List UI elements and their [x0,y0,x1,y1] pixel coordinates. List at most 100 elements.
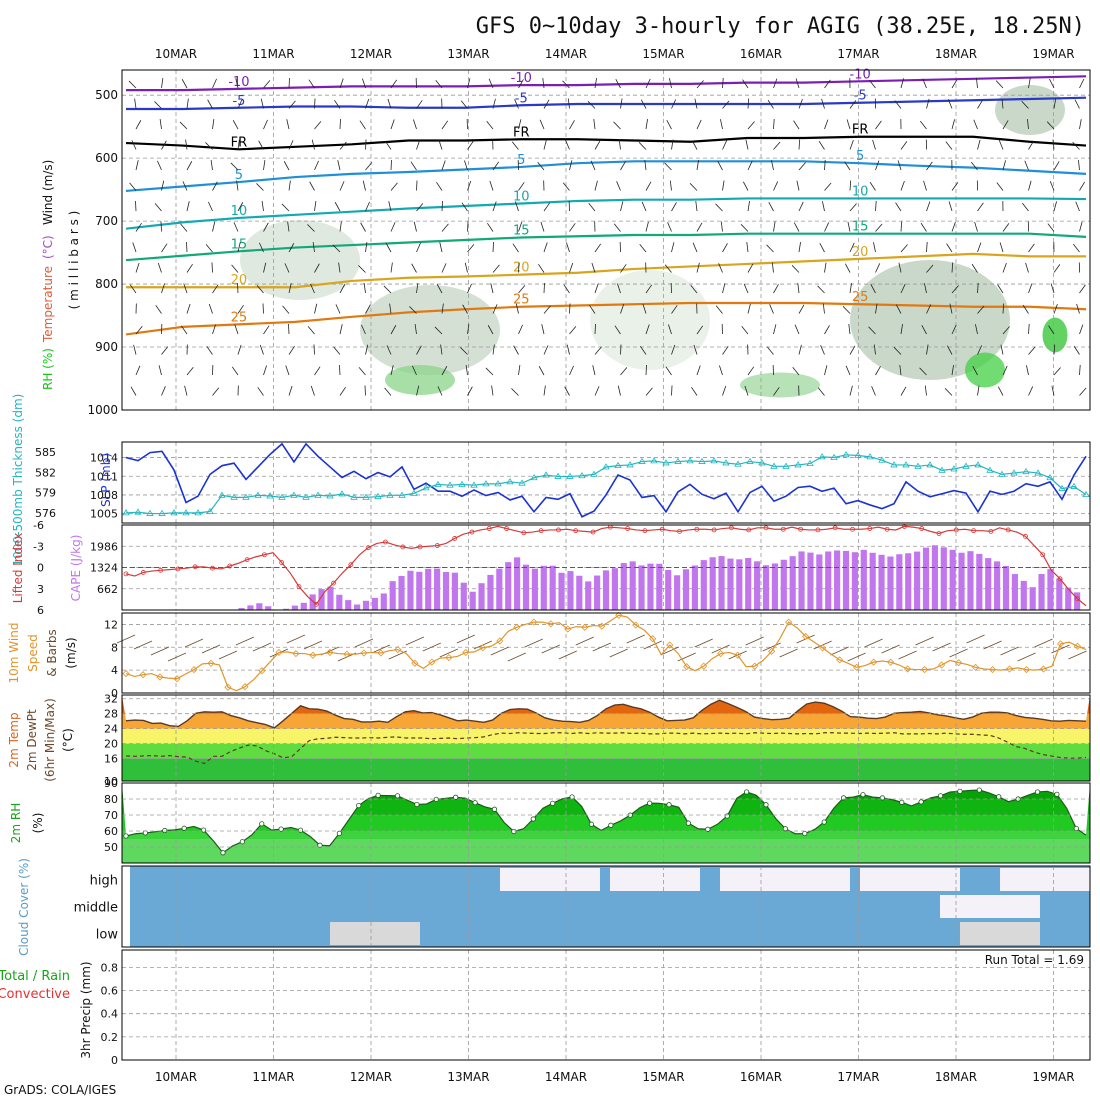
wind-barb [441,303,444,314]
wind-speed-point [988,666,997,674]
wind-barb [845,365,851,376]
dewpoint-line [125,732,1087,765]
wind-barb [1049,78,1055,89]
wind-barb [130,386,137,396]
wind-barb [467,324,470,335]
wind-barb [511,388,519,396]
wind-tick-label: 0 [111,687,118,700]
slp-ylabel-right: SLP (mb) [99,453,113,507]
isotherm-line [125,197,1087,230]
wind-barb [591,262,596,273]
wind-barb [540,221,545,232]
wind-barb [128,80,137,89]
wind-barb [620,303,625,314]
wind-barb [133,344,137,355]
wind-ylabel-part: 10m Wind [7,623,21,684]
li-point [1057,576,1063,582]
wind-tick-label: 4 [111,664,118,677]
wind-barb [671,344,676,355]
cape-bar [949,549,956,610]
surface-wind-barb [456,634,475,644]
wind-barb [310,283,315,294]
thickness-point [938,466,946,473]
wind-barb [1002,223,1010,232]
wind-barb [696,222,703,232]
cape-bar [718,556,725,610]
surface-wind-barb [864,638,883,648]
rh-point [491,806,498,812]
wind-barb [613,223,621,232]
wind-barb [416,283,419,294]
rh-point [840,795,847,801]
surface-wind-barb [507,652,526,662]
wind-barb [690,284,698,294]
wind-barb [467,78,471,89]
wind-panel: 0 4 8 12 10m Wind Speed & Barbs (m/s) [7,611,1090,700]
wind-barb [1002,160,1006,171]
wind-speed-point [530,618,538,626]
wind-barb [441,366,448,376]
wind-barb [237,99,243,109]
wind-speed-point [326,648,334,656]
wind-barb [645,387,653,396]
isotherm-label: 15 [231,237,248,252]
wind-barb [208,303,213,314]
rh-frame [121,782,1091,864]
wind-speed-point [870,658,878,666]
bottom-day-label: 14MAR [545,1070,587,1084]
wind-barb [314,98,316,109]
wind-barb [951,324,957,335]
temp-ylabel-part: 2m Temp [7,712,21,767]
wind-barb [696,262,700,273]
cape-bar [1029,587,1036,610]
wind-barb [900,141,908,150]
thickness-point [842,451,850,458]
wind-barb [645,78,651,89]
cloud-clear-patch [1000,868,1090,891]
wind-barb [1001,98,1004,109]
wind-barb [563,284,570,294]
wind-barb [747,201,750,212]
wind-barb [995,80,1004,89]
wind-barb [1053,161,1060,171]
isotherm-label: 15 [513,223,530,238]
wind-barb [944,388,953,396]
cape-bar [416,571,423,610]
surface-wind-barb [184,638,204,648]
wind-barb [849,242,855,253]
cape-bar [238,608,245,610]
rh-panel: 50 60 70 80 90 2m RH (%) [9,777,1090,863]
wind-barb [180,223,188,232]
wind-barb [894,100,902,109]
wind-barb [212,119,215,130]
isotherm-label: -5 [515,91,528,106]
wind-barb [671,385,673,396]
li-point [434,543,440,548]
wind-barb [543,282,545,294]
wind-speed-line [125,614,1087,692]
cape-bar [602,570,610,610]
ylabel-units: ( m i l l i b a r s ) [67,211,81,310]
wind-speed-point [309,651,317,659]
wind-barb [1078,160,1080,171]
wind-barb [868,326,876,335]
wind-barb [441,120,449,130]
wind-barb [515,201,519,212]
wind-barb [233,222,239,232]
li-point [331,580,336,586]
cape-bar [585,581,592,610]
cape-bar [762,565,770,610]
thickness-point [542,471,550,478]
wind-barb [594,346,602,355]
wind-barb [820,345,825,355]
ylabel-part: (°C) [41,235,55,259]
wind-barb [875,303,878,314]
cape-bar [398,575,405,610]
rh-point [1073,825,1079,832]
wind-barb [767,99,774,109]
temp-tick-label: 20 [104,738,118,751]
temp-ylabel-text: (6hr Min/Max) [43,698,57,782]
surface-wind-barb [966,634,985,644]
wind-barb [309,181,315,191]
isotherm-line [126,252,1086,289]
